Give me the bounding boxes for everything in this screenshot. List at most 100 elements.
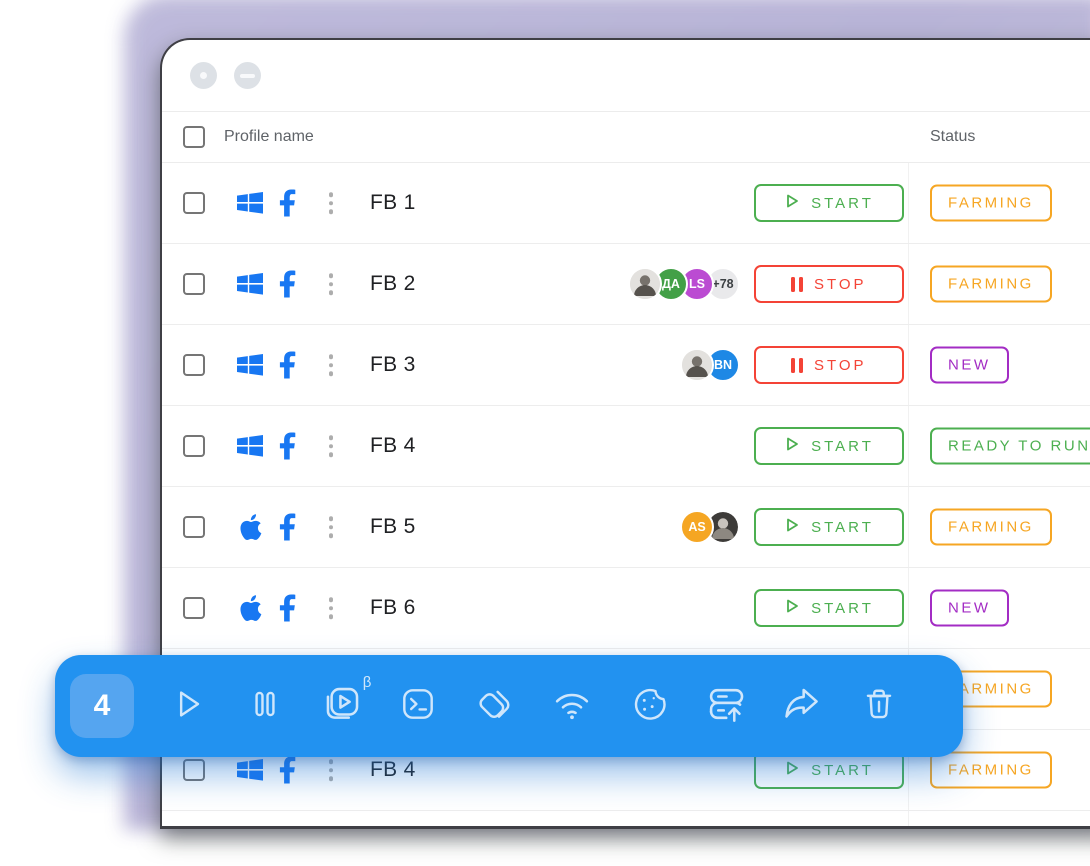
- profile-name: FB 4: [370, 758, 416, 781]
- status-column-header: Status: [930, 128, 976, 145]
- avatar-initials: AS: [680, 510, 714, 544]
- play-icon: [784, 193, 800, 213]
- toolbar-play-button[interactable]: [165, 683, 211, 729]
- pause-icon: [245, 684, 285, 729]
- windows-icon: [234, 433, 266, 459]
- row-menu-kebab-icon[interactable]: [324, 435, 338, 457]
- action-button-label: START: [811, 761, 874, 779]
- windows-icon: [234, 757, 266, 783]
- proxy-upload-icon: [705, 683, 747, 730]
- toolbar-tags-button[interactable]: [472, 683, 518, 729]
- row-checkbox[interactable]: [183, 192, 205, 214]
- start-button[interactable]: START: [754, 508, 904, 546]
- apple-icon: [234, 593, 266, 623]
- status-badge: FARMING: [930, 751, 1052, 789]
- profile-row: FB 4 START READY TO RUN: [162, 406, 1090, 487]
- row-menu-kebab-icon[interactable]: [324, 192, 338, 214]
- row-checkbox[interactable]: [183, 516, 205, 538]
- toolbar-trash-button[interactable]: [856, 683, 902, 729]
- window-control-minimize[interactable]: [234, 62, 261, 89]
- share-icon: [781, 683, 823, 730]
- row-checkbox[interactable]: [183, 273, 205, 295]
- wifi-icon: [551, 683, 593, 730]
- row-menu-kebab-icon[interactable]: [324, 759, 338, 781]
- toolbar-wifi-button[interactable]: [549, 683, 595, 729]
- profile-name: FB 4: [370, 434, 416, 457]
- facebook-icon: [276, 270, 300, 298]
- profile-row: FB 1 START FARMING: [162, 163, 1090, 244]
- trash-icon: [859, 684, 899, 729]
- beta-label: β: [362, 674, 372, 691]
- windows-icon: [234, 271, 266, 297]
- action-button-label: START: [811, 518, 874, 536]
- profile-row: FB 3 BN STOP NEW: [162, 325, 1090, 406]
- play-icon: [168, 684, 208, 729]
- facebook-icon: [276, 594, 300, 622]
- status-badge: NEW: [930, 346, 1009, 384]
- play-icon: [784, 517, 800, 537]
- stop-button[interactable]: STOP: [754, 265, 904, 303]
- start-button[interactable]: START: [754, 184, 904, 222]
- selected-count-badge: 4: [70, 674, 134, 738]
- tags-icon: [475, 684, 515, 729]
- play-icon: [784, 598, 800, 618]
- automation-beta-icon: [320, 683, 362, 730]
- profile-name-column-header: Profile name: [224, 128, 314, 145]
- facebook-icon: [276, 189, 300, 217]
- toolbar-cookie-button[interactable]: [626, 683, 672, 729]
- row-menu-kebab-icon[interactable]: [324, 597, 338, 619]
- row-checkbox[interactable]: [183, 597, 205, 619]
- start-button[interactable]: START: [754, 751, 904, 789]
- play-icon: [784, 436, 800, 456]
- profile-name: FB 1: [370, 191, 416, 214]
- member-avatars: ДА LS +78: [628, 267, 740, 301]
- toolbar-proxy-upload-button[interactable]: [703, 683, 749, 729]
- avatar-initials: LS: [680, 267, 714, 301]
- action-button-label: START: [811, 599, 874, 617]
- apple-icon: [234, 512, 266, 542]
- cookie-icon: [629, 684, 669, 729]
- table-header: Profile name Status: [162, 112, 1090, 163]
- status-badge: FARMING: [930, 265, 1052, 303]
- toolbar-share-button[interactable]: [779, 683, 825, 729]
- row-menu-kebab-icon[interactable]: [324, 273, 338, 295]
- row-checkbox[interactable]: [183, 354, 205, 376]
- status-badge: NEW: [930, 589, 1009, 627]
- facebook-icon: [276, 756, 300, 784]
- row-menu-kebab-icon[interactable]: [324, 354, 338, 376]
- profile-table: FB 1 START FARMING FB 2 ДА LS +78 STOP FARMING FB…: [162, 163, 1090, 826]
- column-divider: [908, 163, 909, 826]
- avatar-photo: [628, 267, 662, 301]
- action-button-label: START: [811, 437, 874, 455]
- toolbar-automation-beta-button[interactable]: β: [318, 674, 371, 730]
- window-control-dot[interactable]: [190, 62, 217, 89]
- toolbar-pause-button[interactable]: [242, 683, 288, 729]
- select-all-checkbox[interactable]: [183, 126, 205, 148]
- status-badge: FARMING: [930, 508, 1052, 546]
- profile-name: FB 3: [370, 353, 416, 376]
- facebook-icon: [276, 513, 300, 541]
- toolbar-terminal-button[interactable]: [395, 683, 441, 729]
- member-avatars: BN: [680, 348, 740, 382]
- play-icon: [784, 760, 800, 780]
- row-checkbox[interactable]: [183, 759, 205, 781]
- pause-icon: [791, 357, 803, 373]
- window-titlebar: [162, 40, 1090, 112]
- row-menu-kebab-icon[interactable]: [324, 516, 338, 538]
- stop-button[interactable]: STOP: [754, 346, 904, 384]
- facebook-icon: [276, 351, 300, 379]
- profile-name: FB 6: [370, 596, 416, 619]
- row-checkbox[interactable]: [183, 435, 205, 457]
- action-button-label: STOP: [813, 275, 867, 293]
- profile-name: FB 5: [370, 515, 416, 538]
- status-badge: FARMING: [930, 184, 1052, 222]
- toolbar-icons: β: [134, 674, 933, 730]
- member-avatars: AS: [680, 510, 740, 544]
- start-button[interactable]: START: [754, 589, 904, 627]
- action-button-label: STOP: [813, 356, 867, 374]
- start-button[interactable]: START: [754, 427, 904, 465]
- profile-row: FB 2 ДА LS +78 STOP FARMING: [162, 244, 1090, 325]
- windows-icon: [234, 352, 266, 378]
- profile-row: FB 4 START FARMING: [162, 730, 1090, 811]
- avatar-photo: [680, 348, 714, 382]
